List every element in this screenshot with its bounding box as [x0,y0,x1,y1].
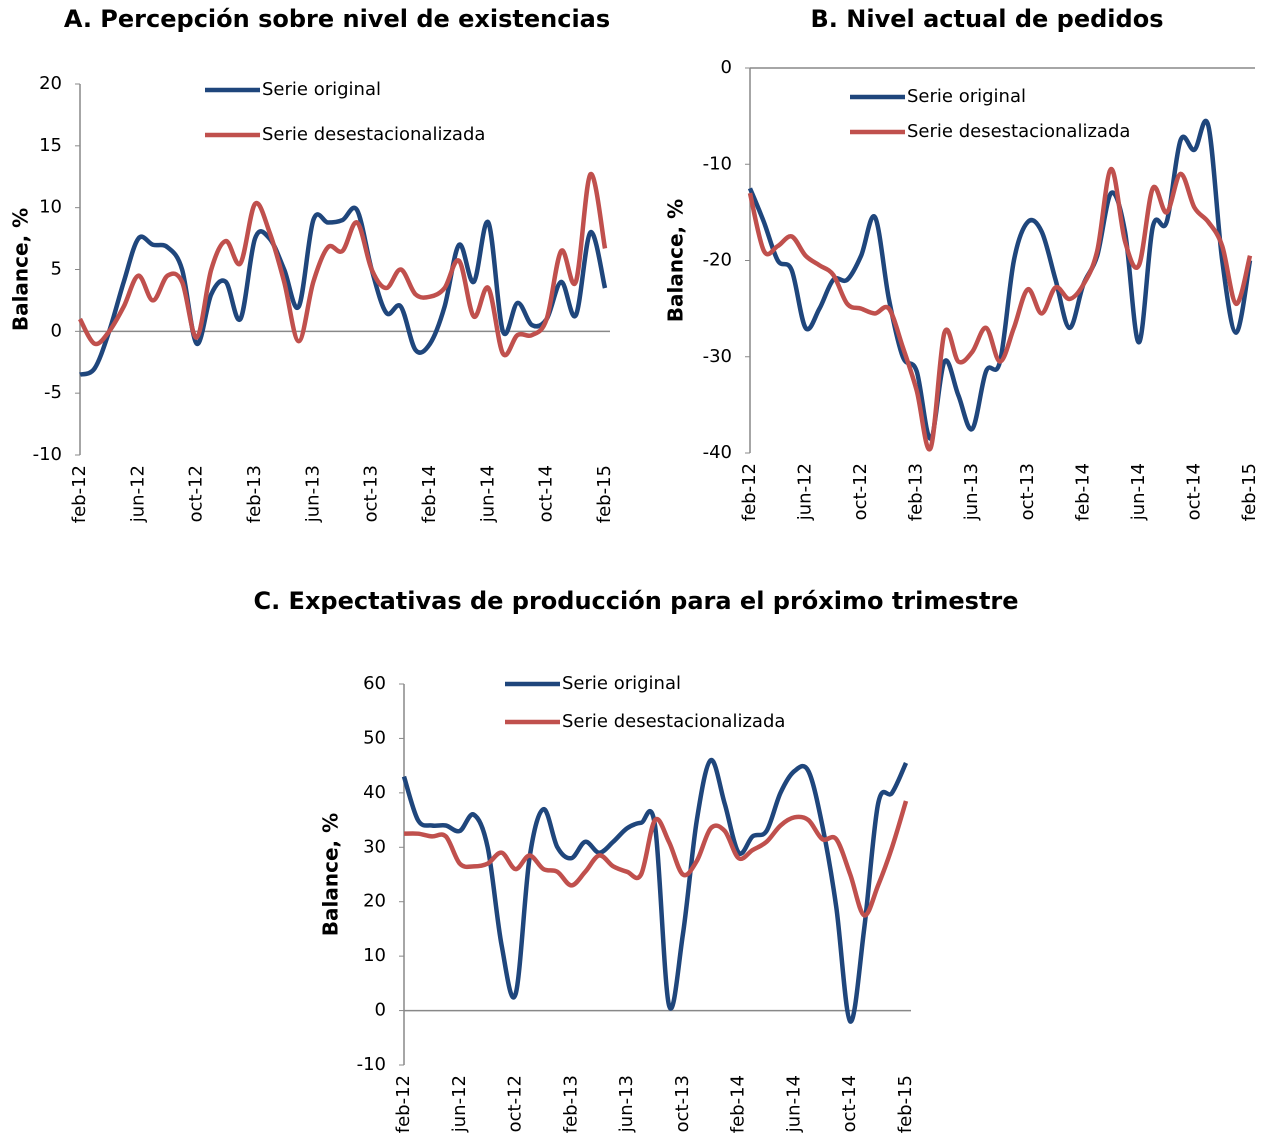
x-tick-label: oct-14 [536,465,557,522]
x-tick-label: oct-12 [850,463,871,520]
x-tick-label: jun-12 [795,463,816,521]
x-tick-label: jun-13 [302,465,323,523]
x-tick-label: jun-14 [783,1075,804,1133]
chart-title: B. Nivel actual de pedidos [811,5,1164,33]
x-tick-label: feb-14 [419,465,440,523]
y-tick-label: 40 [363,782,386,803]
y-tick-label: 0 [51,320,62,341]
y-axis-label: Balance, % [9,208,33,331]
x-tick-label: oct-12 [505,1075,526,1132]
y-tick-label: -10 [703,153,732,174]
y-axis-label: Balance, % [319,813,343,936]
y-tick-label: -10 [357,1054,386,1075]
y-tick-label: 20 [39,73,62,94]
chart-title: A. Percepción sobre nivel de existencias [64,5,610,33]
legend-label: Serie desestacionalizada [562,711,785,732]
y-tick-label: -40 [703,442,732,463]
y-tick-label: 50 [363,727,386,748]
y-tick-label: 30 [363,836,386,857]
legend-label: Serie desestacionalizada [907,121,1130,142]
x-tick-label: feb-13 [244,465,265,523]
y-tick-label: 0 [375,1000,386,1021]
y-tick-label: 0 [721,57,732,78]
x-tick-label: feb-12 [69,465,90,523]
series-line [747,118,1253,441]
y-tick-label: 10 [363,945,386,966]
chart-title: C. Expectativas de producción para el pr… [253,587,1018,615]
legend-label: Serie original [562,673,681,694]
x-tick-label: feb-15 [895,1075,916,1133]
x-tick-label: feb-13 [560,1075,581,1133]
x-tick-label: jun-14 [1128,463,1149,521]
y-axis-label: Balance, % [664,199,688,322]
x-tick-label: jun-13 [616,1075,637,1133]
x-tick-label: feb-15 [1239,463,1260,521]
y-tick-label: 10 [39,197,62,218]
x-tick-label: feb-14 [1072,463,1093,521]
x-tick-label: oct-13 [361,465,382,522]
y-tick-label: 20 [363,891,386,912]
series-line [747,166,1253,452]
x-tick-label: jun-12 [449,1075,470,1133]
x-tick-label: jun-12 [127,465,148,523]
x-tick-label: feb-12 [393,1075,414,1133]
x-tick-label: feb-13 [906,463,927,521]
legend-label: Serie original [262,79,381,100]
x-tick-label: oct-13 [672,1075,693,1132]
x-tick-label: oct-12 [186,465,207,522]
y-tick-label: 15 [39,135,62,156]
y-tick-label: -30 [703,346,732,367]
x-tick-label: oct-14 [839,1075,860,1132]
series-line [401,757,909,1024]
x-tick-label: oct-14 [1183,463,1204,520]
y-tick-label: -10 [33,444,62,465]
legend-label: Serie original [907,86,1026,107]
y-tick-label: -20 [703,250,732,271]
legend-label: Serie desestacionalizada [262,124,485,145]
x-tick-label: feb-14 [728,1075,749,1133]
y-tick-label: 5 [51,259,62,280]
x-tick-label: oct-13 [1017,463,1038,520]
x-tick-label: jun-13 [961,463,982,521]
series-line [78,172,608,358]
x-tick-label: feb-15 [594,465,615,523]
x-tick-label: jun-14 [477,465,498,523]
y-tick-label: 60 [363,673,386,694]
y-tick-label: -5 [44,382,62,403]
series-line [403,800,909,918]
x-tick-label: feb-12 [739,463,760,521]
series-line [79,205,608,377]
